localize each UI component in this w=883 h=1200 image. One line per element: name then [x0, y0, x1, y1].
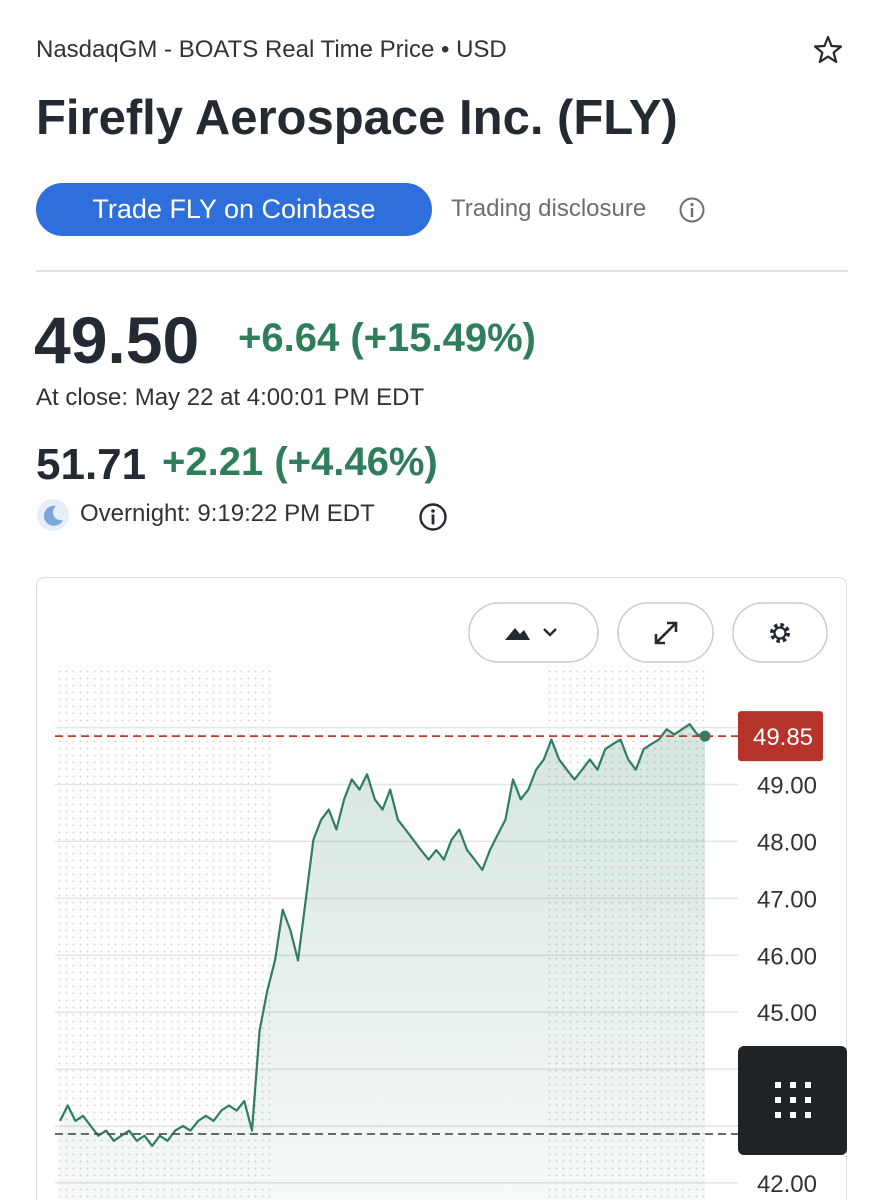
chart-type-button[interactable] — [468, 602, 599, 663]
info-icon[interactable] — [418, 502, 448, 532]
settings-button[interactable] — [732, 602, 828, 663]
y-tick-label: 48.00 — [757, 829, 817, 856]
info-icon[interactable] — [678, 196, 706, 224]
fullscreen-button[interactable] — [617, 602, 714, 663]
close-time: At close: May 22 at 4:00:01 PM EDT — [36, 384, 425, 411]
overnight-time: Overnight: 9:19:22 PM EDT — [80, 500, 375, 527]
watchlist-star[interactable] — [812, 34, 844, 66]
price-line — [59, 723, 706, 1147]
moon-icon — [37, 499, 69, 531]
y-tick-label: 42.00 — [757, 1171, 817, 1198]
y-tick-label: 49.00 — [757, 773, 817, 800]
overnight-price: 51.71 — [36, 440, 147, 489]
overnight-change: +2.21 (+4.46%) — [162, 440, 438, 484]
page-title: Firefly Aerospace Inc. (FLY) — [36, 91, 678, 145]
price: 49.50 — [34, 303, 200, 377]
exchange-line: NasdaqGM - BOATS Real Time Price • USD — [36, 36, 507, 63]
y-tick-label: 45.00 — [757, 1000, 817, 1027]
trade-button[interactable]: Trade FLY on Coinbase — [36, 183, 432, 236]
divider — [36, 270, 848, 272]
y-tick-label: 47.00 — [757, 886, 817, 913]
last-price-label: 49.85 — [753, 724, 813, 751]
price-change: +6.64 (+15.49%) — [238, 316, 536, 360]
last-price-tag — [738, 711, 823, 762]
disclosure-link[interactable]: Trading disclosure — [451, 195, 647, 222]
chart: 50.0049.0048.0047.0046.0045.0044.0043.00… — [36, 577, 847, 1200]
y-tick-label: 46.00 — [757, 943, 817, 970]
price-area — [60, 724, 705, 1200]
chart-menu-button[interactable] — [738, 1046, 847, 1155]
